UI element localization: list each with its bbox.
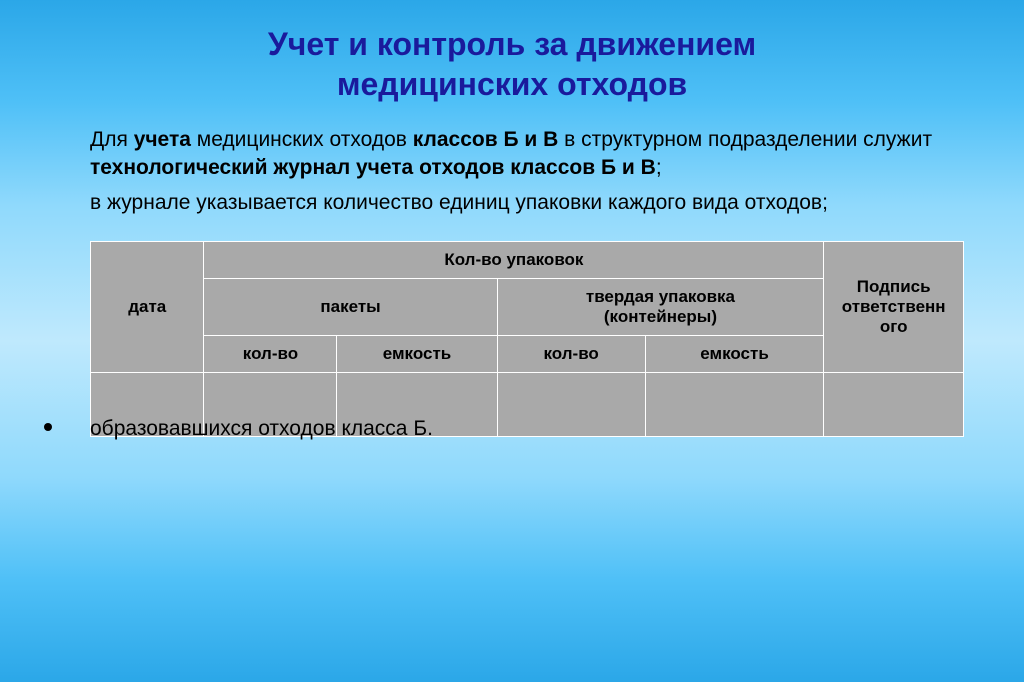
- col-bags-cap: емкость: [337, 336, 497, 373]
- p1-b2: классов Б и В: [413, 128, 559, 151]
- col-signature: Подпись ответственн ого: [824, 242, 964, 373]
- title-line-1: Учет и контроль за движением: [0, 24, 1024, 64]
- waste-log-table: дата Кол-во упаковок Подпись ответственн…: [90, 241, 964, 437]
- p1-suffix: ;: [656, 156, 662, 179]
- col-bags-qty: кол-во: [204, 336, 337, 373]
- col-hard-qty: кол-во: [497, 336, 645, 373]
- table-header-row-1: дата Кол-во упаковок Подпись ответственн…: [91, 242, 964, 279]
- col-date: дата: [91, 242, 204, 373]
- title-line-2: медицинских отходов: [0, 64, 1024, 104]
- footer-line: образовавшихся отходов класса Б.: [70, 415, 934, 443]
- table-container: дата Кол-во упаковок Подпись ответственн…: [0, 223, 1024, 437]
- footer-visible: образовавшихся отходов класса Б.: [90, 417, 433, 440]
- p1-prefix: Для: [90, 128, 134, 151]
- col-hard: твердая упаковка (контейнеры): [497, 279, 824, 336]
- col-bags: пакеты: [204, 279, 497, 336]
- footer-text: образовавшихся отходов класса Б.: [0, 437, 1024, 465]
- body-text: Для учета медицинских отходов классов Б …: [0, 104, 1024, 217]
- sig-l1: Подпись: [857, 277, 931, 296]
- hard-l1: твердая упаковка: [586, 287, 735, 306]
- col-pack-count: Кол-во упаковок: [204, 242, 824, 279]
- sig-l2: ответственн: [842, 297, 946, 316]
- p1-m2: в структурном подразделении служит: [558, 128, 932, 151]
- slide-title: Учет и контроль за движением медицинских…: [0, 0, 1024, 104]
- hard-l2: (контейнеры): [604, 307, 717, 326]
- paragraph-1: Для учета медицинских отходов классов Б …: [90, 126, 934, 183]
- bullet-icon: [44, 423, 52, 431]
- p1-b3: технологический журнал учета отходов кла…: [90, 156, 656, 179]
- p1-m1: медицинских отходов: [191, 128, 413, 151]
- paragraph-2: в журнале указывается количество единиц …: [90, 189, 934, 217]
- col-hard-cap: емкость: [645, 336, 824, 373]
- sig-l3: ого: [880, 317, 908, 336]
- p1-b1: учета: [134, 128, 191, 151]
